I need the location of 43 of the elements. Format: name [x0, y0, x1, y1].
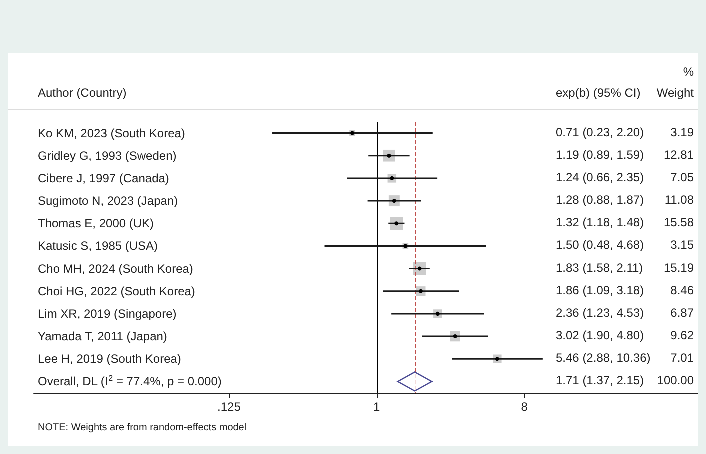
x-tick-label: 1	[374, 400, 381, 414]
annotation: 0.71 (0.23, 2.20)	[556, 125, 644, 140]
annotation: 1.71 (1.37, 2.15)	[556, 374, 644, 388]
annotation: 3.19	[670, 125, 694, 140]
annotation: 15.58	[664, 216, 694, 230]
annotation: 7.01	[670, 351, 694, 366]
y-tick-label: Lim XR, 2019 (Singapore)	[38, 306, 177, 321]
text: NOTE: Weights are from random-effects model	[38, 422, 247, 434]
annotation: 100.00	[657, 374, 694, 388]
annotation: 15.19	[664, 260, 694, 275]
annotation: 1.19 (0.89, 1.59)	[556, 148, 644, 162]
y-tick-label: Sugimoto N, 2023 (Japan)	[38, 194, 178, 208]
text: %	[683, 65, 694, 79]
annotation: 1.24 (0.66, 2.35)	[556, 170, 644, 184]
y-tick-label: Thomas E, 2000 (UK)	[38, 216, 154, 231]
y-tick-label: Ko KM, 2023 (South Korea)	[38, 126, 186, 140]
annotation: 8.46	[670, 283, 694, 298]
annotation: 6.87	[670, 306, 694, 320]
annotation: 12.81	[664, 148, 694, 162]
annotation: 1.86 (1.09, 3.18)	[556, 283, 644, 298]
y-tick-label: Lee H, 2019 (South Korea)	[38, 352, 182, 366]
annotation: 11.08	[664, 193, 694, 208]
annotation: 3.02 (1.90, 4.80)	[556, 328, 644, 343]
y-tick-label: Yamada T, 2011 (Japan)	[38, 330, 168, 344]
text: exp(b) (95% CI)	[556, 86, 641, 100]
y-axis-title: Author (Country)	[38, 86, 127, 100]
annotation: 2.36 (1.23, 4.53)	[556, 306, 644, 320]
x-tick-label: .125	[218, 400, 242, 414]
y-tick-label: Gridley G, 1993 (Sweden)	[38, 148, 177, 163]
annotation: 1.28 (0.88, 1.87)	[556, 193, 644, 208]
annotation: 5.46 (2.88, 10.36)	[556, 351, 651, 366]
annotation: 1.50 (0.48, 4.68)	[556, 238, 644, 252]
annotation: 7.05	[670, 170, 694, 184]
y-tick-label: Katusic S, 1985 (USA)	[38, 239, 158, 254]
annotation: 1.32 (1.18, 1.48)	[556, 216, 644, 230]
text: Weight	[656, 86, 695, 100]
y-tick-label: Cho MH, 2024 (South Korea)	[38, 262, 194, 276]
x-tick-label: 8	[521, 400, 528, 414]
y-tick-label: Choi HG, 2022 (South Korea)	[38, 284, 196, 298]
annotation: 1.83 (1.58, 2.11)	[556, 260, 644, 275]
y-tick-label: Cibere J, 1997 (Canada)	[38, 171, 170, 186]
annotation: 9.62	[670, 328, 694, 343]
annotation: 3.15	[670, 238, 694, 252]
